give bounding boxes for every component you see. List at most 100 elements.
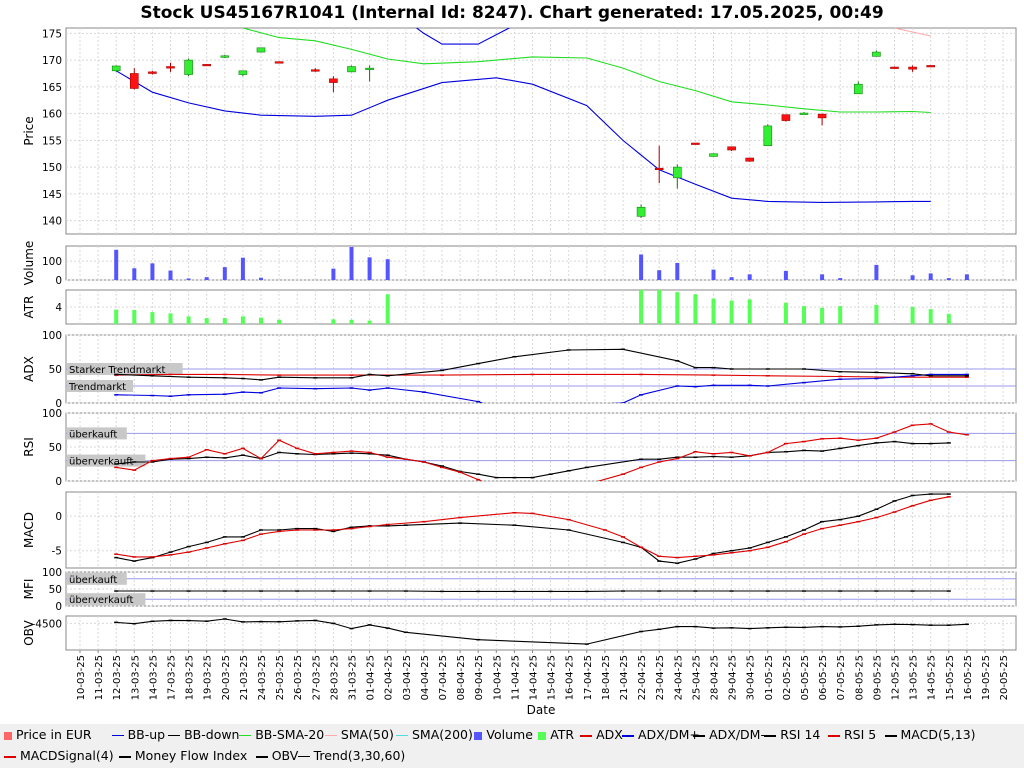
- candle: [111, 65, 121, 72]
- adx-tick-label: 100: [42, 330, 62, 342]
- x-tick-label: 07-04-25: [438, 655, 449, 700]
- reference-label: überverkauft: [69, 595, 134, 606]
- rsi-axis-label: RSI: [22, 437, 36, 457]
- candle: [310, 69, 320, 72]
- atr-bar: [222, 318, 227, 324]
- x-tick-label: 11-03-25: [94, 655, 105, 700]
- x-tick-label: 24-03-25: [257, 655, 268, 700]
- candle: [799, 112, 809, 115]
- x-tick-label: 25-04-25: [691, 655, 702, 700]
- x-axis-label: Date: [527, 703, 556, 717]
- legend-label: ADX: [596, 727, 623, 742]
- legend-label: BB-down: [184, 727, 240, 742]
- volume-plot-area: [65, 245, 1017, 281]
- legend-item: Price in EUR: [4, 727, 92, 742]
- legend-label: OBV: [271, 748, 299, 763]
- legend-item: SMA(200): [396, 727, 473, 742]
- volume-tick-label: 100: [42, 256, 62, 268]
- candle: [329, 78, 338, 83]
- price-tick-label: 155: [42, 135, 62, 147]
- candle: [745, 157, 755, 162]
- rsi-plot-area: [65, 412, 1017, 482]
- volume-bar: [928, 273, 933, 280]
- volume-bar: [820, 274, 825, 280]
- candle: [908, 66, 917, 70]
- legend-swatch: [168, 735, 181, 736]
- legend-label: BB-up: [127, 727, 166, 742]
- atr-bar: [385, 294, 390, 324]
- x-tick-label: 09-04-25: [474, 655, 485, 700]
- price-panel: 140 145 150 155 160 165 170 175 Price: [22, 27, 1017, 235]
- volume-bar: [114, 249, 119, 280]
- adx-panel: 0 50 100 ADX Starker Trendmarkt Trendmarkt: [22, 330, 1017, 410]
- candle: [365, 67, 374, 70]
- atr-panel: 4 ATR: [22, 289, 1017, 325]
- x-tick-label: 09-05-25: [872, 655, 883, 700]
- x-tick-label: 29-04-25: [728, 655, 739, 700]
- candle: [654, 167, 664, 170]
- atr-bar: [331, 319, 336, 324]
- volume-bar: [132, 268, 137, 280]
- x-tick-label: 19-03-25: [203, 655, 214, 700]
- legend-item: OBV: [255, 748, 299, 763]
- candle: [890, 66, 899, 69]
- atr-bar: [150, 312, 155, 324]
- volume-bar: [331, 268, 336, 280]
- atr-bar: [711, 298, 716, 324]
- adx-tick-label: 0: [55, 398, 62, 410]
- x-tick-label: 12-05-25: [891, 655, 902, 700]
- volume-bar: [186, 278, 191, 280]
- legend-item: Money Flow Index: [118, 748, 247, 763]
- rsi-panel: 0 50 100 RSI überkauft überverkauft: [22, 408, 1017, 488]
- legend-swatch: [474, 731, 483, 740]
- volume-bar: [874, 264, 879, 280]
- legend-label: RSI 5: [844, 727, 877, 742]
- atr-bar: [946, 313, 951, 324]
- legend-label: RSI 14: [780, 727, 821, 742]
- x-tick-label: 26-03-25: [293, 655, 304, 700]
- atr-bar: [657, 290, 662, 324]
- legend-swatch: [693, 734, 706, 737]
- chart-legend: Price in EUR BB-up BB-down BB-SMA-20 SMA(50)…: [0, 724, 1024, 768]
- x-tick-label: 16-05-25: [963, 655, 974, 700]
- legend-item: ADX: [580, 727, 623, 742]
- atr-axis-label: ATR: [22, 296, 36, 319]
- series-line: [116, 373, 967, 403]
- x-tick-label: 01-05-25: [764, 655, 775, 700]
- x-tick-label: 21-04-25: [619, 655, 630, 700]
- legend-item: MACDSignal(4): [4, 748, 114, 763]
- x-tick-label: 21-03-25: [239, 655, 250, 700]
- chart-title: Stock US45167R1041 (Internal Id: 8247). …: [140, 3, 883, 23]
- x-tick-label: 15-04-25: [547, 655, 558, 700]
- atr-tick-label: 4: [55, 302, 62, 314]
- volume-bar: [675, 263, 680, 280]
- mfi-axis-label: MFI: [22, 579, 36, 600]
- legend-swatch: [884, 734, 897, 737]
- volume-tick-label: 0: [55, 275, 62, 287]
- x-tick-label: 03-04-25: [402, 655, 413, 700]
- legend-label: Price in EUR: [16, 727, 92, 742]
- x-tick-label: 20-05-25: [999, 655, 1010, 700]
- volume-bar: [259, 277, 263, 280]
- adx-axis-label: ADX: [22, 356, 36, 382]
- volume-panel: 0 100 Volume: [22, 241, 1017, 287]
- volume-bar: [910, 275, 915, 280]
- volume-bar: [783, 270, 788, 280]
- candle: [238, 70, 248, 75]
- legend-item: SMA(50): [324, 727, 394, 742]
- adx-tick-label: 50: [49, 364, 62, 376]
- atr-bar: [132, 309, 137, 324]
- atr-bar: [639, 290, 644, 324]
- x-tick-label: 27-03-25: [311, 655, 322, 700]
- legend-label: SMA(50): [340, 727, 394, 742]
- candle: [130, 73, 139, 89]
- x-tick-label: 11-04-25: [510, 655, 521, 700]
- macd-plot-area: [65, 491, 1017, 569]
- candle: [256, 47, 266, 53]
- rsi-tick-label: 100: [42, 408, 62, 420]
- x-tick-label: 25-03-25: [275, 655, 286, 700]
- bb-up-line: [115, 70, 931, 203]
- candle: [853, 83, 863, 95]
- reference-label: Starker Trendmarkt: [69, 365, 166, 376]
